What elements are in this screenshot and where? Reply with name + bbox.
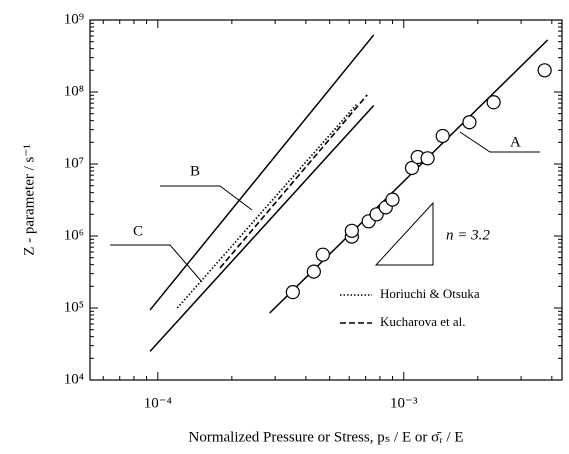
y-tick-label: 10⁴	[64, 371, 84, 387]
leader-c	[110, 244, 203, 283]
leader-a	[459, 131, 540, 153]
x-axis-label: Normalized Pressure or Stress, pₛ / E or…	[189, 429, 464, 445]
series-line	[219, 94, 368, 269]
data-point	[404, 160, 420, 176]
y-tick-label: 10⁵	[64, 299, 84, 315]
legend-label: Kucharova et al.	[380, 314, 466, 329]
y-tick-label: 10⁹	[64, 11, 84, 27]
data-point	[315, 247, 330, 262]
slope-triangle	[374, 201, 434, 266]
slope-annotation: n = 3.2	[446, 227, 490, 243]
x-tick-label: 10⁻⁴	[144, 395, 172, 411]
data-point	[435, 128, 450, 144]
series-line	[176, 102, 359, 309]
data-point	[285, 285, 300, 300]
data-point	[344, 223, 359, 238]
leader-b	[160, 185, 253, 211]
label-a: A	[510, 134, 521, 150]
label-b: B	[190, 163, 200, 179]
label-c: C	[133, 223, 143, 239]
x-tick-label: 10⁻³	[390, 395, 418, 411]
data-point	[385, 192, 400, 207]
data-point	[462, 115, 477, 130]
legend-label: Horiuchi & Otsuka	[380, 286, 480, 301]
plot-frame	[89, 19, 563, 381]
fit-line	[149, 104, 375, 352]
data-point	[306, 264, 321, 279]
data-point	[420, 151, 435, 166]
data-point	[537, 63, 552, 78]
fit-line	[149, 34, 375, 311]
y-tick-label: 10⁸	[64, 83, 84, 99]
y-axis-label: Z - parameter / s⁻¹	[21, 144, 37, 256]
data-point	[486, 95, 501, 110]
y-tick-label: 10⁷	[64, 155, 84, 171]
y-tick-label: 10⁶	[64, 227, 84, 243]
